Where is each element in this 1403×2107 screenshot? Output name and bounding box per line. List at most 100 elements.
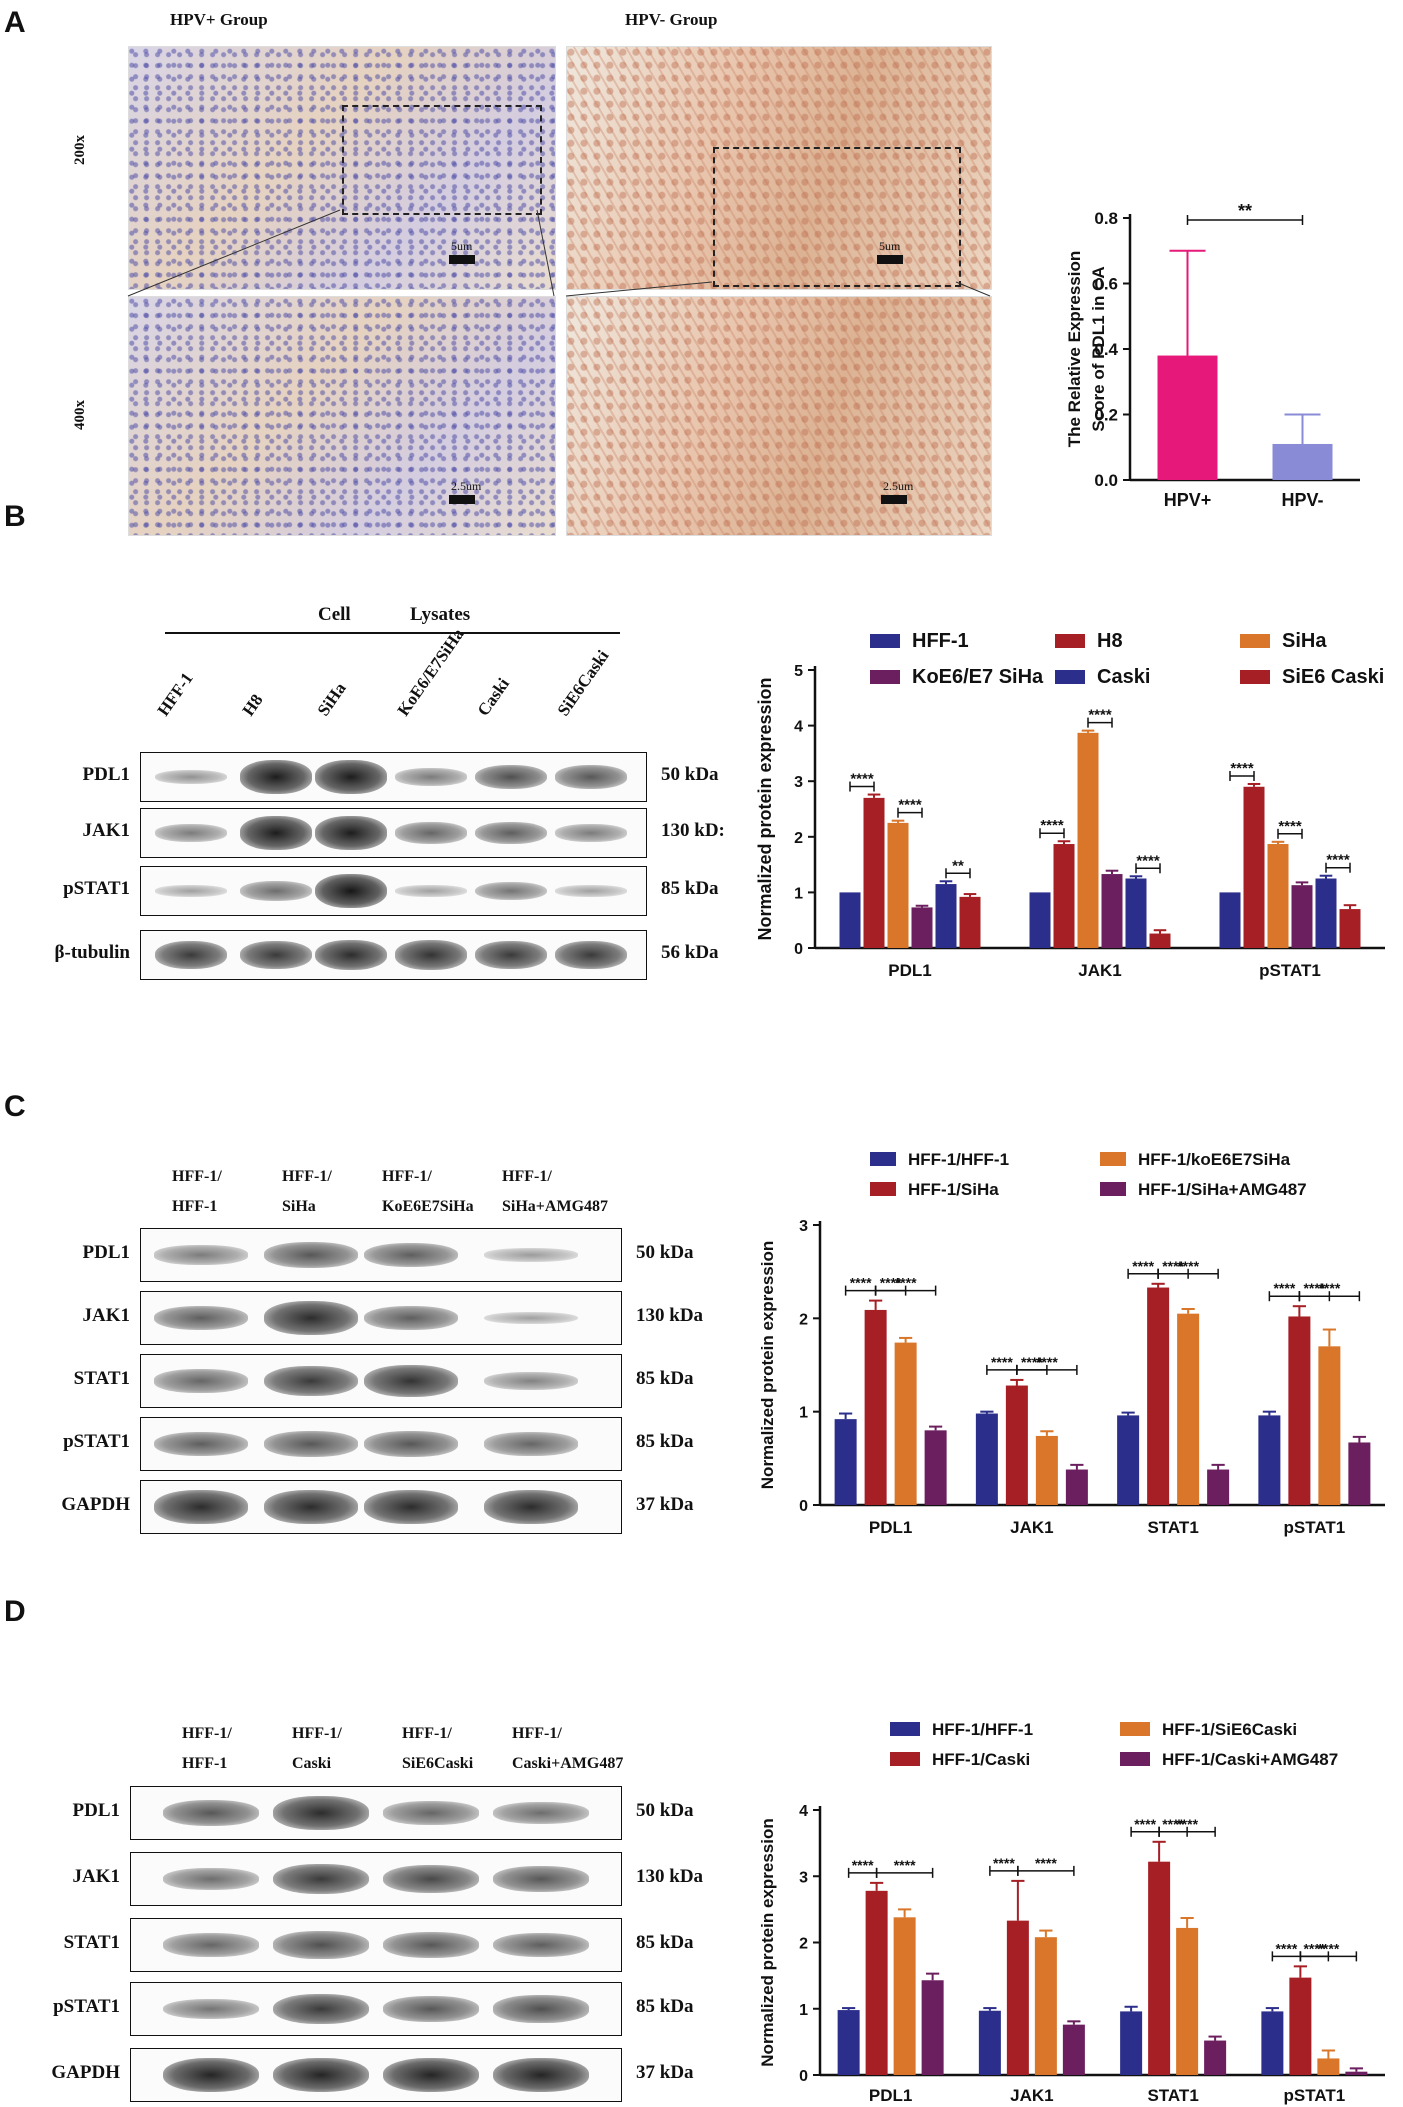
y-axis-label: The Relative Expression Score of PDL1 in … bbox=[1065, 251, 1108, 448]
bars bbox=[839, 729, 1361, 948]
molecular-weight-label: 50 kDa bbox=[636, 1242, 694, 1263]
bar bbox=[1267, 844, 1289, 948]
blot-strip bbox=[130, 1982, 622, 2036]
blot-row-label: pSTAT1 bbox=[63, 1431, 130, 1452]
micrograph-hpv-neg-200x: 5um bbox=[566, 46, 992, 290]
significance-label: **** bbox=[1278, 818, 1302, 835]
blot-strip bbox=[140, 1291, 622, 1345]
y-tick-label: 0.8 bbox=[1094, 209, 1118, 228]
lane-label: HFF-1/ bbox=[502, 1168, 552, 1185]
legend-label: HFF-1 bbox=[912, 630, 969, 652]
protein-band bbox=[154, 1305, 248, 1331]
blot-strip bbox=[140, 1228, 622, 1282]
protein-band bbox=[383, 1996, 479, 2022]
bar bbox=[1291, 885, 1313, 948]
protein-band bbox=[154, 1431, 248, 1457]
scale-bar bbox=[877, 255, 903, 264]
bar bbox=[1288, 1316, 1311, 1505]
protein-band bbox=[484, 1311, 578, 1325]
category-label: pSTAT1 bbox=[1284, 2086, 1346, 2105]
protein-band bbox=[555, 940, 627, 970]
blot-strip bbox=[140, 808, 647, 858]
y-tick-label: 0 bbox=[794, 941, 803, 958]
chart-c-protein-expression: 0 1 2 3 Normalized protein expression PDL1 JAK… bbox=[758, 1150, 1385, 1537]
protein-band bbox=[154, 1369, 248, 1393]
molecular-weight-label: 37 kDa bbox=[636, 2062, 694, 2083]
lane-label: HFF-1/ bbox=[282, 1168, 332, 1185]
blot-row-label: JAK1 bbox=[82, 1305, 131, 1326]
blot-strip bbox=[140, 1417, 622, 1471]
protein-band bbox=[273, 2057, 369, 2093]
significance-brackets: ********************************** bbox=[849, 707, 1351, 879]
significance-label: **** bbox=[1132, 1258, 1154, 1274]
bar bbox=[978, 2010, 1001, 2075]
significance-label: **** bbox=[850, 771, 874, 788]
scale-label: 5um bbox=[879, 239, 901, 253]
lane-label: SiE6Caski bbox=[553, 646, 613, 720]
protein-band bbox=[364, 1431, 458, 1457]
significance-label: ** bbox=[1238, 201, 1252, 221]
zoom-region-box bbox=[713, 147, 961, 287]
protein-band bbox=[484, 1372, 578, 1390]
panel-letter-d: D bbox=[4, 1595, 26, 1628]
blot-strip bbox=[130, 2048, 622, 2102]
bar bbox=[1318, 1346, 1341, 1505]
blot-row-label: GAPDH bbox=[51, 2062, 120, 2083]
lane-label: HFF-1/ bbox=[172, 1168, 222, 1185]
bar bbox=[1077, 732, 1099, 948]
lane-label: SiHa bbox=[313, 679, 350, 720]
header-cell: Cell bbox=[318, 604, 351, 625]
lane-label: H8 bbox=[238, 690, 267, 720]
protein-band bbox=[475, 940, 547, 970]
blot-row-label: PDL1 bbox=[72, 1800, 121, 1821]
bar bbox=[839, 892, 861, 948]
bar bbox=[1243, 786, 1265, 948]
legend-swatch bbox=[890, 1722, 920, 1736]
significance-label: **** bbox=[1036, 1354, 1058, 1370]
bar bbox=[911, 907, 933, 948]
protein-band bbox=[395, 768, 467, 786]
bar bbox=[1289, 1977, 1312, 2075]
protein-band bbox=[163, 1868, 259, 1890]
bar bbox=[1345, 2071, 1368, 2075]
legend-swatch bbox=[1240, 670, 1270, 684]
protein-band bbox=[493, 1995, 589, 2023]
significance-label: **** bbox=[991, 1354, 1013, 1370]
protein-band bbox=[493, 1802, 589, 1824]
y-axis-label: Normalized protein expression bbox=[758, 1241, 777, 1489]
category-label: STAT1 bbox=[1147, 2086, 1198, 2105]
protein-band bbox=[555, 885, 627, 897]
bar bbox=[1005, 1385, 1028, 1505]
protein-band bbox=[264, 1431, 358, 1457]
protein-band bbox=[163, 1933, 259, 1957]
blot-strip bbox=[130, 1918, 622, 1972]
molecular-weight-label: 85 kDa bbox=[636, 1431, 694, 1452]
group-label-hpv-pos: HPV+ Group bbox=[170, 10, 268, 29]
bar bbox=[921, 1980, 944, 2075]
molecular-weight-label: 85 kDa bbox=[636, 1996, 694, 2017]
blot-strip bbox=[140, 930, 647, 980]
significance-brackets: **** ************ ************ ************… bbox=[844, 1258, 1361, 1375]
legend-swatch bbox=[870, 634, 900, 648]
protein-band bbox=[475, 881, 547, 901]
molecular-weight-label: 56 kDa bbox=[661, 942, 719, 963]
scale-label: 2.5um bbox=[883, 479, 914, 493]
protein-band bbox=[383, 1864, 479, 1894]
blot-strip bbox=[140, 866, 647, 916]
legend-label: SiE6 Caski bbox=[1282, 666, 1384, 688]
bar bbox=[1261, 2011, 1284, 2075]
lane-label: HFF-1 bbox=[153, 669, 197, 720]
molecular-weight-label: 85 kDa bbox=[636, 1368, 694, 1389]
significance-brackets: ** bbox=[1186, 201, 1304, 225]
molecular-weight-label: 130 kD: bbox=[661, 820, 725, 841]
protein-band bbox=[555, 824, 627, 842]
blot-row-label: PDL1 bbox=[82, 764, 131, 785]
significance-label: **** bbox=[1230, 760, 1254, 777]
protein-band bbox=[364, 1364, 458, 1398]
protein-band bbox=[264, 1242, 358, 1268]
protein-band bbox=[493, 2057, 589, 2093]
y-tick-label: 3 bbox=[799, 1869, 808, 1886]
protein-band bbox=[240, 760, 312, 794]
bar bbox=[1147, 1287, 1170, 1505]
bar bbox=[894, 1342, 917, 1505]
